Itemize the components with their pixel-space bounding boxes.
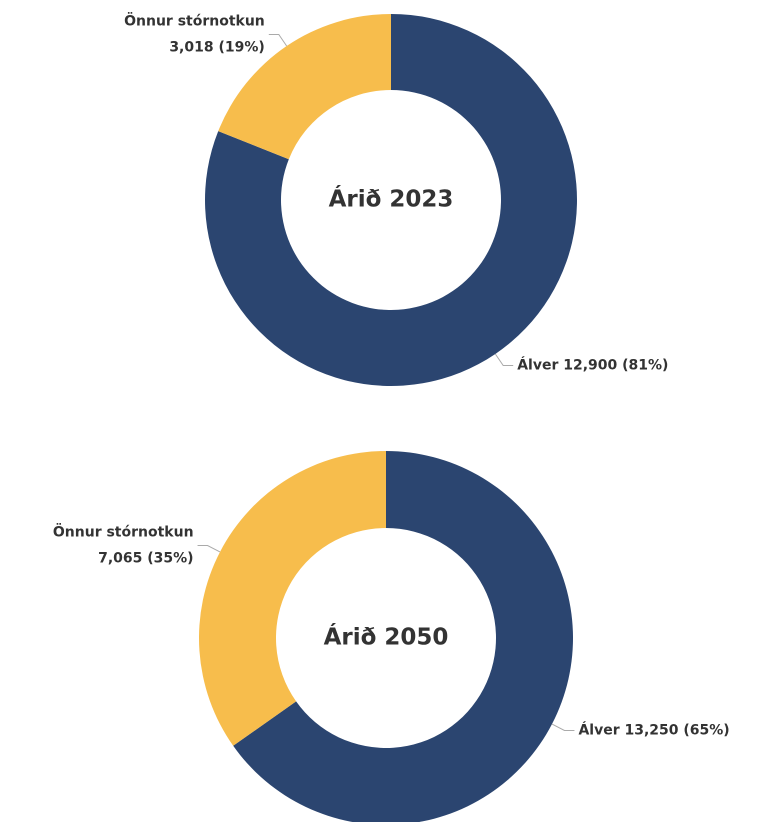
donut-segment xyxy=(218,14,391,160)
category-name: Álver xyxy=(517,357,558,374)
value-label: 13,250 (65%) xyxy=(624,723,729,739)
chart-title: Árið 2050 xyxy=(324,623,449,651)
data-label: Álver 12,900 (81%) xyxy=(517,357,668,374)
category-name: Álver xyxy=(578,722,619,739)
leader-line xyxy=(268,33,288,47)
leader-line xyxy=(197,544,221,553)
chart-title: Árið 2023 xyxy=(329,185,454,213)
value-label: 7,065 (35%) xyxy=(98,550,193,566)
donut-segment xyxy=(198,451,386,746)
data-label: Álver 13,250 (65%) xyxy=(578,722,729,739)
donut-segment xyxy=(233,451,573,822)
category-name: Önnur stórnotkun xyxy=(124,11,265,29)
value-label: 12,900 (81%) xyxy=(563,358,668,374)
donut-segment xyxy=(204,14,577,386)
leader-line xyxy=(551,723,575,732)
leader-line xyxy=(494,353,514,367)
category-name: Önnur stórnotkun xyxy=(53,522,194,540)
value-label: 3,018 (19%) xyxy=(169,39,264,55)
